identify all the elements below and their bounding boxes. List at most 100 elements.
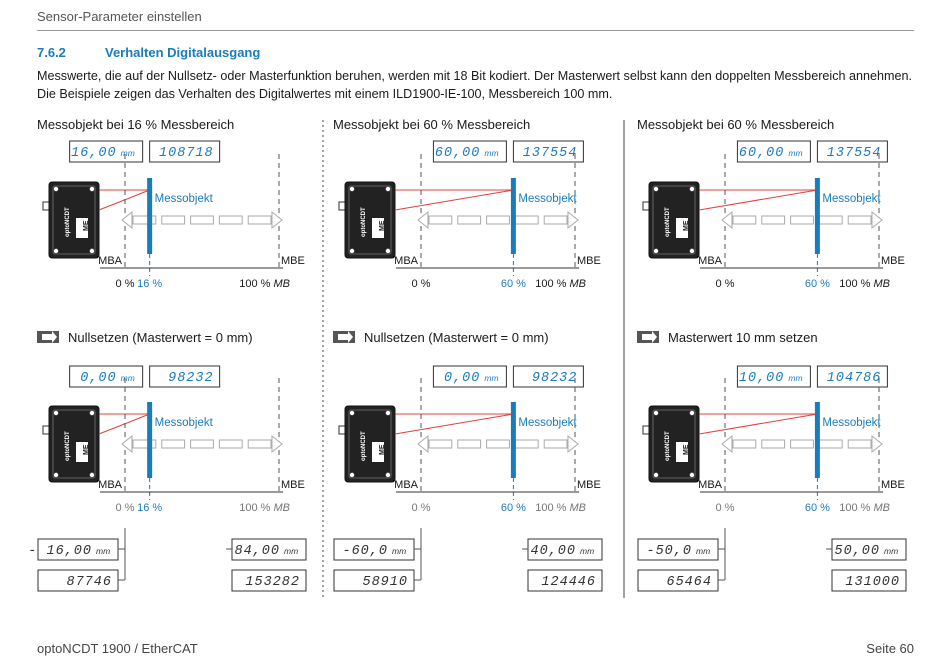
logo-text: ME (379, 444, 386, 455)
arrow-segment (818, 439, 843, 449)
arrow-segment (190, 215, 214, 225)
mba-label: MBA (698, 255, 723, 267)
lcd-value-mm: 16,00 (71, 146, 117, 161)
footer-product: optoNCDT 1900 / EtherCAT (37, 641, 198, 656)
axis-mb-unit: MB (274, 278, 291, 290)
sensor-connector (642, 201, 650, 211)
screw-icon (89, 185, 96, 192)
lcd-value-digital: 137554 (827, 146, 882, 161)
arrow-segment (790, 439, 814, 449)
arrow-segment (543, 215, 568, 225)
logo-text: ME (83, 444, 90, 455)
lcd-display-frame (816, 365, 888, 388)
action-row: Nullsetzen (Masterwert = 0 mm) (333, 330, 549, 345)
axis-hundred-value: 100 % (239, 278, 273, 290)
screw-icon (689, 185, 696, 192)
screw-icon (384, 409, 391, 416)
arrow-segment (218, 439, 243, 449)
action-label: Masterwert 10 mm setzen (668, 330, 818, 345)
sensor-body (648, 405, 700, 483)
lcd-value-digital: 87746 (66, 575, 112, 590)
lcd-display-frame (69, 140, 144, 163)
lcd-display-frame (432, 365, 507, 388)
laser-beam (698, 189, 818, 211)
axis-zero-label: 0 % (116, 502, 135, 514)
arrow-segment (132, 215, 157, 225)
arrow-segment (247, 439, 272, 449)
logo-text: ME (683, 444, 690, 455)
sensor-brand: optoNCDT (65, 431, 71, 461)
panel-caption: Messobjekt bei 16 % Messbereich (37, 117, 234, 132)
logo-text: ME (683, 220, 690, 231)
screw-icon (384, 247, 391, 254)
sensor-bezel (348, 185, 392, 255)
sensor-body (344, 405, 396, 483)
lcd-display-frame (736, 365, 811, 388)
lcd-unit: mm (121, 148, 135, 158)
measuring-object-bar (147, 402, 153, 478)
panel-caption: Messobjekt bei 60 % Messbereich (637, 117, 834, 132)
sensor-brand: optoNCDT (665, 431, 671, 461)
sensor-body (648, 181, 700, 259)
logo-text: ME (83, 220, 90, 231)
measuring-object-bar (147, 178, 153, 254)
header-rule (37, 30, 914, 31)
measuring-object-bar (510, 178, 516, 254)
axis-hundred-label: 100 % MB (535, 278, 586, 290)
axis-zero-label: 0 % (116, 278, 135, 290)
mbe-label: MBE (281, 255, 305, 267)
arrow-glyph-icon (642, 331, 657, 343)
lcd-display-frame (231, 569, 307, 592)
measuring-object-label: Messobjekt (822, 193, 881, 205)
arrow-segment (732, 439, 757, 449)
sensor-bezel (348, 409, 392, 479)
arrow-segment (457, 439, 482, 449)
screw-icon (653, 247, 660, 254)
arrow-segment (132, 439, 157, 449)
mba-label: MBA (394, 479, 419, 491)
lcd-value-digital: 124446 (541, 575, 596, 590)
screw-icon (689, 247, 696, 254)
arrow-segment (761, 439, 786, 449)
arrow-head-left (417, 210, 429, 230)
mbe-label: MBE (577, 255, 601, 267)
mbe-label: MBE (281, 479, 305, 491)
screw-icon (89, 409, 96, 416)
screw-icon (53, 471, 60, 478)
axis-mb-unit: MB (274, 502, 291, 514)
laser-beam (98, 413, 150, 435)
screw-icon (348, 409, 355, 416)
section-heading: 7.6.2 Verhalten Digitalausgang (37, 45, 260, 60)
arrow-head-left (121, 210, 133, 230)
sensor-connector (42, 425, 50, 435)
screw-icon (384, 471, 391, 478)
axis-object-label: 60 % (805, 502, 830, 514)
axis-object-label: 60 % (501, 278, 526, 290)
lcd-display-frame (816, 140, 888, 163)
axis-object-label: 16 % (137, 502, 162, 514)
arrow-head-right (871, 434, 883, 454)
mbe-label: MBE (577, 479, 601, 491)
axis-zero-label: 0 % (412, 502, 431, 514)
logo-icon (676, 218, 688, 238)
logo-icon (76, 442, 88, 462)
arrow-segment (761, 215, 786, 225)
arrow-segment (247, 215, 272, 225)
axis-hundred-value: 100 % (839, 502, 873, 514)
lcd-unit: mm (392, 546, 406, 556)
axis-mb-unit: MB (874, 278, 891, 290)
arrow-segment (790, 215, 814, 225)
screw-icon (653, 409, 660, 416)
measuring-object-label: Messobjekt (155, 193, 214, 205)
lcd-value-mm: -60,0 (342, 544, 388, 559)
arrow-segment (847, 439, 872, 449)
arrow-segment (818, 215, 843, 225)
laser-beam (98, 189, 150, 211)
axis-hundred-value: 100 % (535, 502, 569, 514)
arrow-glyph-icon (338, 331, 353, 343)
lcd-value-mm: 0,00 (444, 371, 480, 386)
lcd-value-mm: 84,00 (234, 544, 280, 559)
sensor-bezel (652, 409, 696, 479)
lcd-unit: mm (484, 148, 498, 158)
